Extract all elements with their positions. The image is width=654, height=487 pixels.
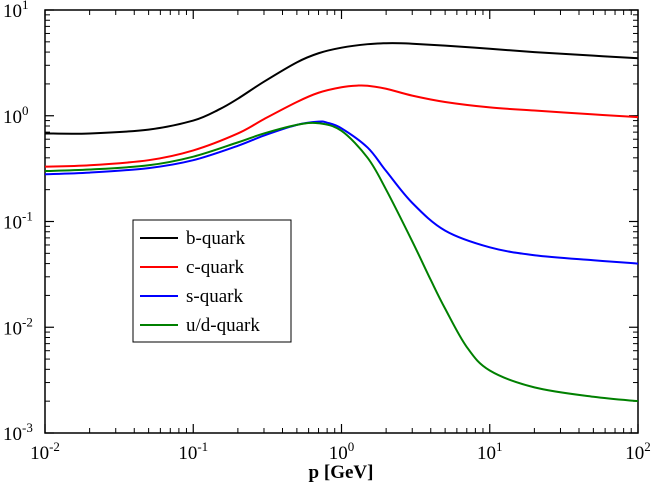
legend-label-u-d-quark: u/d-quark <box>186 315 260 336</box>
x-tick-label: 101 <box>477 439 503 464</box>
series-line-b-quark <box>44 42 639 135</box>
x-tick-label: 10-2 <box>30 439 60 464</box>
x-tick-label: 102 <box>625 439 651 464</box>
series-line-c-quark <box>44 84 639 168</box>
y-tick-label: 100 <box>3 103 29 128</box>
y-tick-label: 10-3 <box>3 420 33 445</box>
legend-label-b-quark: b-quark <box>186 228 246 249</box>
series-lines <box>44 42 639 403</box>
y-tick-label: 10-2 <box>3 314 33 339</box>
series-line-u-d-quark <box>44 121 639 403</box>
y-tick-label: 10-1 <box>3 209 33 234</box>
x-tick-label: 100 <box>329 439 355 464</box>
legend-label-s-quark: s-quark <box>186 286 243 307</box>
series-line-s-quark <box>44 120 639 265</box>
y-tick-label: 101 <box>3 0 29 22</box>
x-tick-label: 10-1 <box>178 439 208 464</box>
legend: b-quark c-quark s-quark u/d-quark <box>132 219 292 343</box>
legend-label-c-quark: c-quark <box>186 257 245 278</box>
legend-box <box>132 219 292 343</box>
x-axis-label: p [GeV] <box>309 462 374 483</box>
